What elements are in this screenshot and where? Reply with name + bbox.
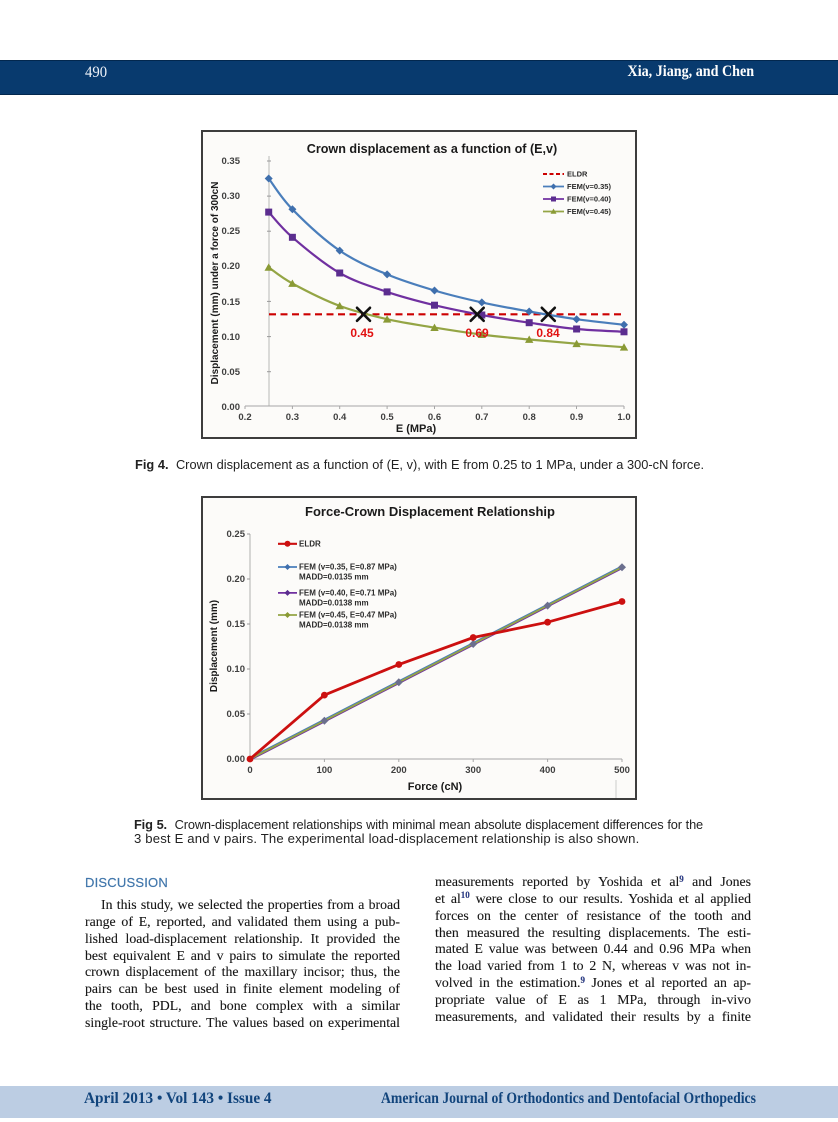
svg-text:0.25: 0.25 [227,529,246,540]
svg-text:500: 500 [614,765,630,776]
svg-text:400: 400 [540,765,556,776]
svg-text:Displacement (mm) under a forc: Displacement (mm) under a force of 300cN [210,182,221,385]
svg-text:Force (cN): Force (cN) [408,781,463,793]
svg-text:0.5: 0.5 [380,412,394,423]
svg-text:300: 300 [465,765,481,776]
svg-text:0.15: 0.15 [222,297,241,308]
svg-text:0.30: 0.30 [222,191,241,202]
svg-text:0.45: 0.45 [350,326,374,340]
svg-text:0.05: 0.05 [227,709,246,720]
svg-text:0.84: 0.84 [536,326,560,340]
svg-text:100: 100 [316,765,332,776]
svg-text:ELDR: ELDR [299,540,321,549]
svg-text:0.10: 0.10 [222,332,241,343]
svg-text:Force-Crown Displacement Relat: Force-Crown Displacement Relationship [305,504,555,519]
svg-text:0.15: 0.15 [227,619,246,630]
svg-text:MADD=0.0135 mm: MADD=0.0135 mm [299,573,369,582]
svg-text:0.10: 0.10 [227,664,246,675]
svg-text:0.69: 0.69 [465,326,489,340]
svg-text:0.20: 0.20 [227,574,246,585]
svg-text:0.05: 0.05 [222,367,241,378]
svg-text:FEM (v=0.45, E=0.47 MPa): FEM (v=0.45, E=0.47 MPa) [299,611,397,620]
svg-text:0.7: 0.7 [475,412,488,423]
svg-text:E (MPa): E (MPa) [396,423,437,435]
svg-text:MADD=0.0138 mm: MADD=0.0138 mm [299,598,369,607]
svg-text:0.6: 0.6 [428,412,441,423]
svg-text:FEM (v=0.40, E=0.71 MPa): FEM (v=0.40, E=0.71 MPa) [299,588,397,597]
svg-text:0.8: 0.8 [523,412,536,423]
svg-text:0.00: 0.00 [222,402,241,413]
svg-text:ELDR: ELDR [567,170,588,179]
svg-text:MADD=0.0138 mm: MADD=0.0138 mm [299,621,369,630]
svg-text:0.25: 0.25 [222,226,241,237]
svg-text:1.0: 1.0 [617,412,630,423]
svg-text:0.9: 0.9 [570,412,583,423]
svg-text:0.20: 0.20 [222,261,241,272]
svg-text:0.3: 0.3 [286,412,299,423]
svg-text:Crown displacement as a functi: Crown displacement as a function of (E,v… [307,142,558,156]
svg-text:FEM(v=0.35): FEM(v=0.35) [567,182,611,191]
svg-text:FEM(v=0.45): FEM(v=0.45) [567,207,611,216]
svg-text:200: 200 [391,765,407,776]
svg-text:0.35: 0.35 [222,156,241,167]
svg-text:FEM(v=0.40): FEM(v=0.40) [567,195,611,204]
svg-text:0.00: 0.00 [227,754,246,765]
svg-text:Displacement (mm): Displacement (mm) [209,600,220,692]
svg-text:0.2: 0.2 [238,412,251,423]
svg-text:FEM (v=0.35, E=0.87 MPa): FEM (v=0.35, E=0.87 MPa) [299,563,397,572]
svg-text:0.4: 0.4 [333,412,347,423]
svg-text:0: 0 [247,765,252,776]
